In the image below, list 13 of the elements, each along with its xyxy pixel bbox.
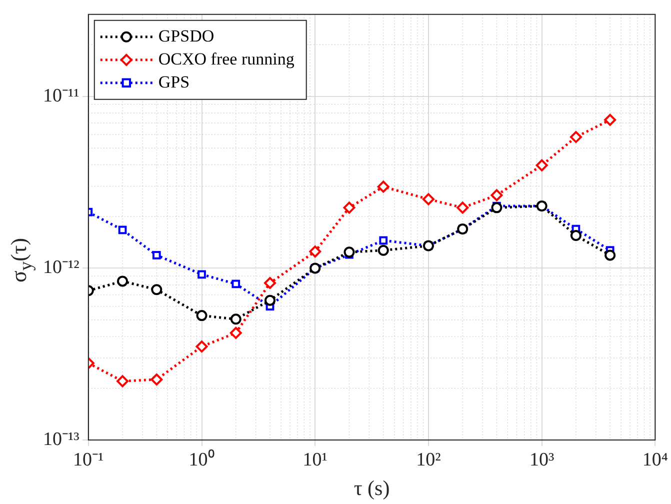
- x-tick-label: 10¹: [302, 449, 328, 470]
- y-tick-label: 10⁻¹¹: [42, 85, 80, 106]
- x-tick-label: 10²: [416, 449, 442, 470]
- x-axis-title: τ (s): [354, 476, 390, 500]
- x-tick-label: 10⁰: [188, 448, 215, 470]
- x-tick-label: 10³: [529, 449, 554, 470]
- y-tick-label: 10⁻¹³: [42, 428, 80, 450]
- legend-label: GPSDO: [158, 26, 214, 46]
- x-tick-label: 10⁻¹: [73, 449, 104, 470]
- legend-label: OCXO free running: [158, 49, 295, 68]
- legend-label: GPS: [158, 72, 190, 92]
- x-tick-label: 10⁴: [642, 449, 668, 470]
- y-tick-label: 10⁻¹²: [42, 257, 80, 278]
